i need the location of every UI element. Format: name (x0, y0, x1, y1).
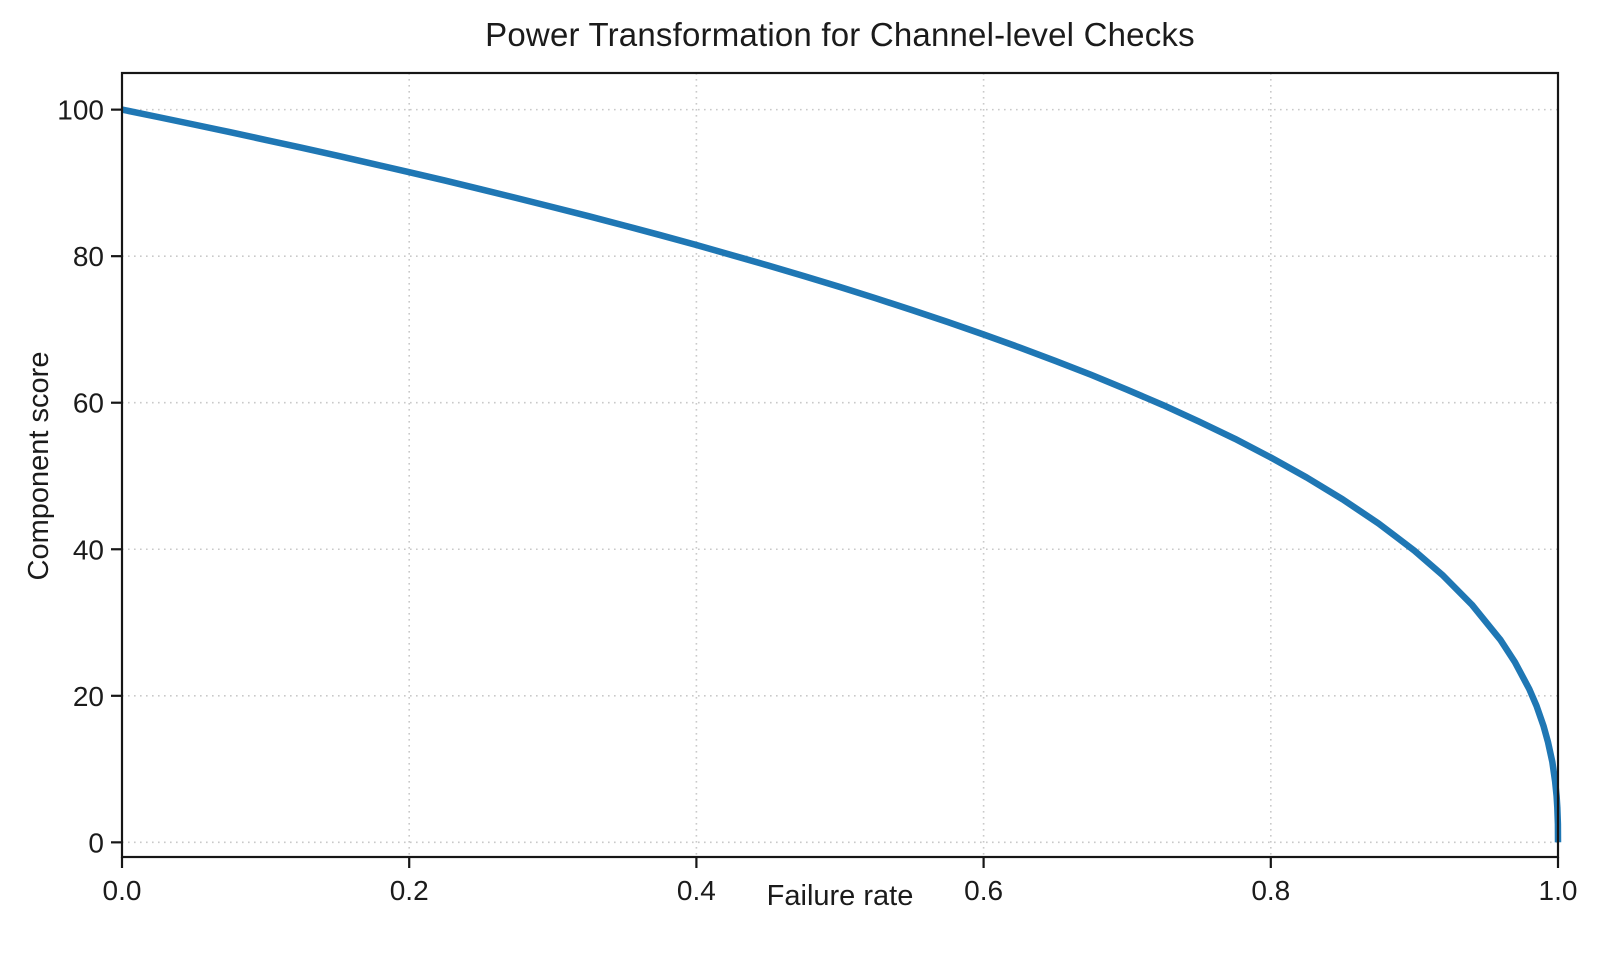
x-tick-label: 1.0 (1539, 875, 1578, 906)
series-line-power-curve (121, 106, 1562, 843)
x-tick-label: 0.2 (390, 875, 429, 906)
y-tick-label: 100 (57, 95, 104, 126)
x-axis-label: Failure rate (766, 880, 914, 912)
chart-title: Power Transformation for Channel-level C… (485, 16, 1195, 53)
y-axis-label: Component score (23, 351, 55, 581)
x-tick-label: 0.4 (677, 875, 716, 906)
y-tick-label: 60 (73, 388, 104, 419)
x-tick-label: 0.0 (103, 875, 142, 906)
y-tick-label: 80 (73, 241, 104, 272)
y-tick-label: 40 (73, 534, 104, 565)
x-tick-label: 0.6 (964, 875, 1003, 906)
y-tick-label: 20 (73, 681, 104, 712)
plot-border (120, 71, 1560, 859)
y-tick-label: 0 (88, 827, 104, 858)
x-tick-label: 0.8 (1251, 875, 1290, 906)
